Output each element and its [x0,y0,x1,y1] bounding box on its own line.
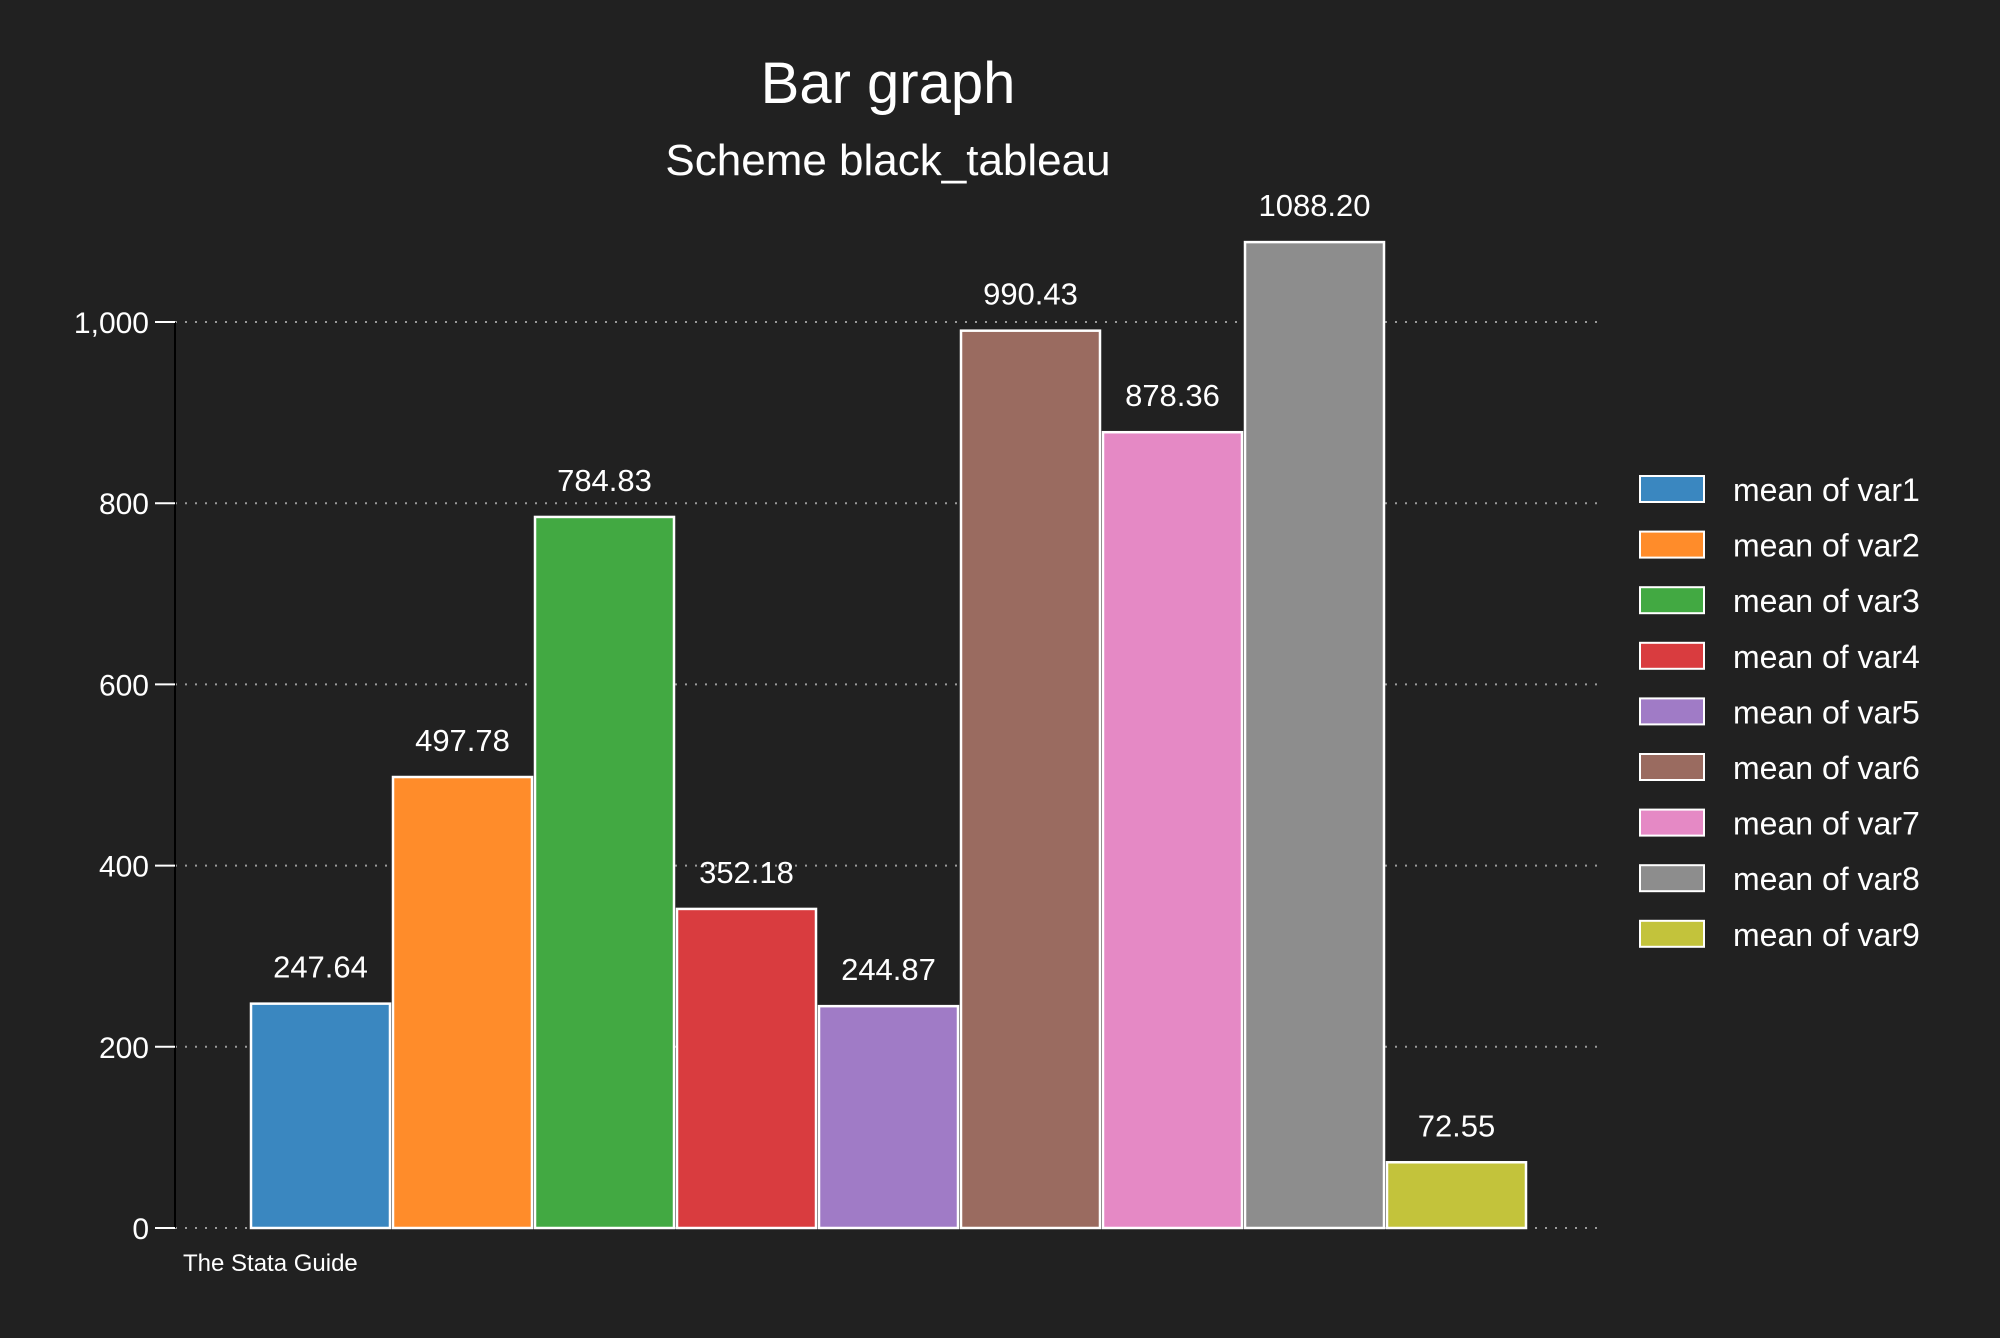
legend-label: mean of var5 [1733,694,1920,730]
bar-value-labels: 247.64 497.78 784.83 352.18 244.87 990.43 878.… [273,188,1495,1143]
y-tick-label: 600 [99,669,149,702]
bars [249,240,1528,1230]
legend-label: mean of var3 [1733,583,1920,619]
y-tick-label: 800 [99,488,149,521]
legend-swatch [1639,586,1705,615]
chart-note: The Stata Guide [183,1250,358,1277]
legend-swatch [1639,753,1705,781]
legend-swatch [1639,697,1705,726]
bar-value-label: 1088.20 [1258,188,1370,223]
bar [675,907,818,1230]
legend-label: mean of var4 [1733,639,1920,675]
bar [1385,1161,1528,1230]
y-tick-label: 200 [99,1032,149,1065]
legend-label: mean of var8 [1733,861,1920,897]
legend-swatch [1639,641,1705,670]
legend-label: mean of var7 [1733,806,1920,842]
bar-value-label: 878.36 [1125,378,1220,413]
legend-label: mean of var6 [1733,750,1920,786]
y-tick-label: 1,000 [74,307,149,340]
y-tick-label: 0 [132,1213,149,1246]
bar [391,775,534,1230]
bar-value-label: 784.83 [557,463,652,498]
bar [817,1004,960,1230]
y-axis: 0 200 400 600 800 1,000 [74,307,176,1246]
legend-swatch [1639,864,1705,893]
legend-swatch [1639,475,1705,503]
bar-value-label: 497.78 [415,723,510,758]
bar [1101,430,1244,1230]
bar-value-label: 244.87 [841,952,936,987]
y-tick-label: 400 [99,851,149,884]
legend-swatch [1639,530,1705,559]
bar [1243,240,1386,1230]
legend-label: mean of var2 [1733,528,1920,564]
bar [249,1002,392,1230]
bar-value-label: 247.64 [273,950,368,985]
chart-title: Bar graph [761,51,1016,116]
legend-label: mean of var1 [1733,472,1920,508]
legend-swatch [1639,808,1705,837]
bar [533,515,676,1230]
legend: mean of var1 mean of var2 mean of var3 mean… [1639,472,1920,953]
legend-swatch [1639,919,1705,948]
bar-value-label: 990.43 [983,277,1078,312]
bar [959,329,1102,1230]
legend-label: mean of var9 [1733,917,1920,953]
chart-subtitle: Scheme black_tableau [665,136,1110,185]
bar-value-label: 352.18 [699,855,794,890]
bar-value-label: 72.55 [1418,1108,1496,1143]
